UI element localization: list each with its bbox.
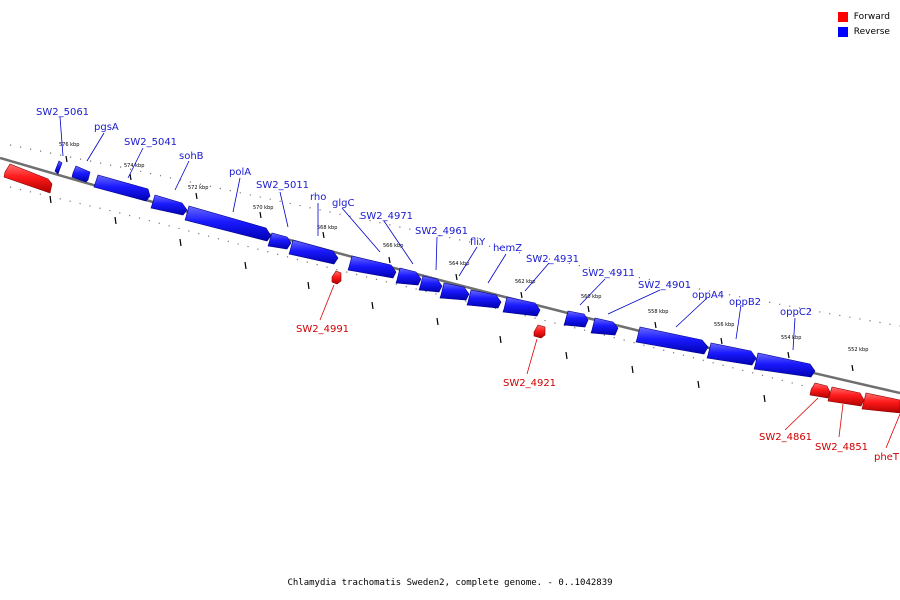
tick-label: 576 kbp [59,142,79,148]
gene-label-SW2_5041: SW2_5041 [124,137,177,148]
reverse-genes [54,160,816,378]
tick-labels: 576 kbp 574 kbp 572 kbp 570 kbp 568 kbp … [59,142,868,353]
forward-leader-lines [319,284,900,449]
tick-label: 568 kbp [317,225,337,231]
gene-pgsA[interactable] [71,165,91,183]
gene-SW2_4971[interactable] [395,267,422,286]
gene-SW2_5061[interactable] [54,160,63,175]
tick-label: 558 kbp [648,309,668,315]
major-ticks [49,155,854,403]
tick-label: 552 kbp [848,347,868,353]
forward-genes [3,163,900,414]
tick-label: 566 kbp [383,243,403,249]
gene-SW2_4931[interactable] [502,296,541,317]
gene-label-oppB2: oppB2 [729,297,761,308]
gene-oppA4[interactable] [635,326,709,355]
gene-SW2_4991[interactable] [331,270,342,285]
strand-legend: Forward Reverse [837,9,890,39]
gene-polA[interactable] [184,205,272,242]
gene-label-oppC2: oppC2 [780,307,812,318]
gene-hemZ[interactable] [466,289,502,309]
tick-label: 570 kbp [253,205,273,211]
gene-label-SW2_4851: SW2_4851 [815,442,868,453]
legend-row-reverse: Reverse [837,24,890,39]
gene-SW2_4911[interactable] [563,310,589,328]
reverse-gene-labels: SW2_5061 pgsA SW2_5041 sohB polA SW2_501… [36,107,812,318]
gene-label-SW2_4991: SW2_4991 [296,324,349,335]
gene-label-hemZ: hemZ [493,243,522,254]
tick-label: 572 kbp [188,185,208,191]
tick-label: 562 kbp [515,279,535,285]
gene-SW2_4921[interactable] [533,324,546,339]
inner-tick-track [9,186,900,413]
gene-SW2_4961[interactable] [418,275,443,293]
forward-gene-labels: SW2_4991 SW2_4921 SW2_4861 SW2_4851 pheT [296,324,900,463]
gene-label-glgC: glgC [332,198,354,209]
gene-SW2_5011[interactable] [267,232,292,250]
gene-label-SW2_4971: SW2_4971 [360,211,413,222]
gene-label-SW2_4901: SW2_4901 [638,280,691,291]
gene-label-SW2_4961: SW2_4961 [415,226,468,237]
gene-label-sohB: sohB [179,151,204,162]
gene-label-SW2_4861: SW2_4861 [759,432,812,443]
gene-label-SW2_4931: SW2_4931 [526,254,579,265]
gene-SW2_5041[interactable] [93,174,151,202]
tick-label: 564 kbp [449,261,469,267]
tick-label: 560 kbp [581,294,601,300]
gene-label-polA: polA [229,167,251,178]
genome-caption: Chlamydia trachomatis Sweden2, complete … [287,578,613,588]
gene-SW2_4851[interactable] [827,386,865,407]
gene-rho[interactable] [288,239,339,265]
gene-left-forward[interactable] [3,163,53,194]
gene-fliY[interactable] [439,282,470,301]
tick-label: 556 kbp [714,322,734,328]
gene-label-fliY: fliY [470,237,486,248]
gene-glgC[interactable] [347,255,397,279]
gene-oppB2[interactable] [706,342,757,366]
gene-label-SW2_4911: SW2_4911 [582,268,635,279]
gene-label-oppA4: oppA4 [692,290,724,301]
gene-oppC2[interactable] [753,352,816,378]
gene-label-SW2_4921: SW2_4921 [503,378,556,389]
gene-label-pgsA: pgsA [94,122,119,133]
forward-swatch [837,11,848,22]
gene-label-pheT: pheT [874,452,900,463]
gene-SW2_4901[interactable] [590,317,619,336]
legend-row-forward: Forward [837,9,890,24]
gene-label-SW2_5061: SW2_5061 [36,107,89,118]
gene-pheT[interactable] [861,392,900,414]
gene-label-rho: rho [310,192,326,203]
reverse-swatch [837,26,848,37]
forward-legend-label: Forward [853,11,890,22]
gene-sohB[interactable] [150,194,188,216]
tick-label: 554 kbp [781,335,801,341]
reverse-leader-lines [59,116,796,351]
reverse-legend-label: Reverse [853,26,890,37]
gene-label-SW2_5011: SW2_5011 [256,180,309,191]
gene-SW2_4861[interactable] [809,382,831,399]
